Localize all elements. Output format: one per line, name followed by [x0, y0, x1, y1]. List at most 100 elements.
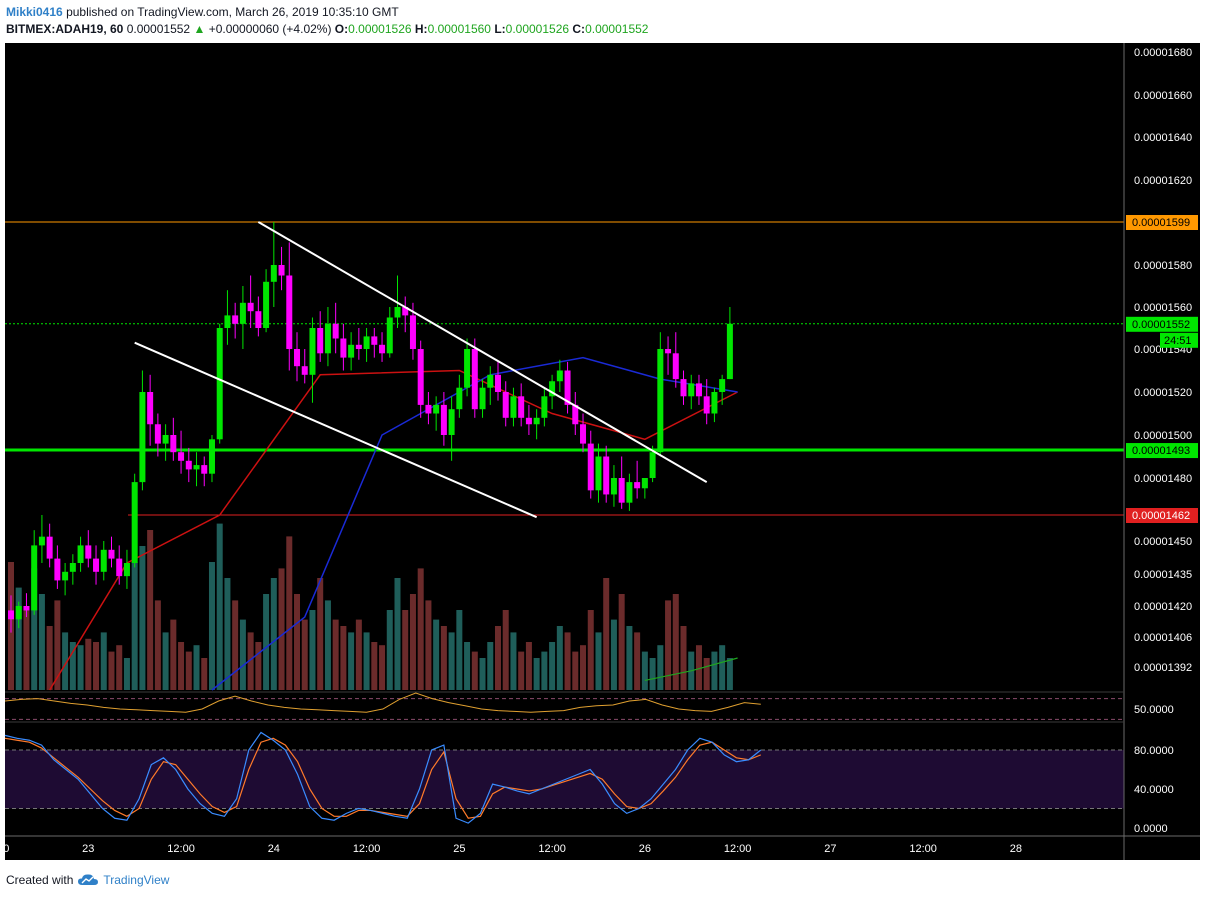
volume-bar: [518, 651, 525, 690]
volume-bar: [116, 645, 123, 690]
candle-body: [247, 302, 254, 312]
candle-body: [703, 396, 710, 414]
volume-bar: [147, 530, 154, 690]
last-price-badge-label: 0.00001552: [1132, 319, 1190, 331]
candle-body: [224, 315, 231, 328]
candle-body: [464, 349, 471, 388]
volume-bar: [162, 632, 169, 690]
candle-body: [123, 563, 130, 577]
last-price: 0.00001552: [126, 22, 191, 36]
ohlc-legend: BITMEX:ADAH19, 60 0.00001552 ▲ +0.000000…: [6, 22, 648, 36]
volume-bar: [131, 562, 138, 690]
symbol-label: BITMEX:ADAH19, 60: [6, 22, 124, 36]
volume-bar: [309, 610, 316, 690]
volume-bar: [38, 594, 45, 690]
time-tick-label: 27: [824, 843, 836, 855]
candle-body: [657, 349, 664, 453]
volume-bar: [719, 645, 726, 690]
volume-bar: [657, 645, 664, 690]
volume-bar: [672, 594, 679, 690]
volume-bar: [239, 619, 246, 690]
candle-body: [131, 482, 138, 563]
volume-bar: [85, 638, 92, 690]
candle-body: [711, 392, 718, 414]
candle-body: [69, 563, 76, 572]
footer: Created with TradingView: [6, 873, 169, 887]
candle-body: [154, 424, 161, 444]
candle-body: [170, 435, 177, 453]
candle-body: [216, 328, 223, 440]
volume-bar: [525, 642, 532, 690]
volume-bar: [100, 632, 107, 690]
volume-bar: [301, 619, 308, 690]
candle-body: [332, 323, 339, 339]
candle-body: [440, 404, 447, 435]
candle-body: [680, 379, 687, 397]
candle-body: [471, 349, 478, 410]
channel-line-0: [257, 221, 708, 483]
tradingview-brand[interactable]: TradingView: [103, 873, 170, 887]
candle-body: [425, 404, 432, 414]
candle-body: [541, 396, 548, 418]
candle-body: [556, 370, 563, 382]
candle-body: [603, 456, 610, 495]
time-tick-label: 23: [82, 843, 94, 855]
time-tick-label: 24: [268, 843, 280, 855]
candle-body: [185, 460, 192, 470]
volume-bar: [46, 626, 53, 690]
volume-bar: [417, 568, 424, 690]
level-badge-label: 0.00001493: [1132, 445, 1190, 457]
candle-body: [85, 545, 92, 559]
change-value: +0.00000060 (+4.02%): [208, 22, 332, 36]
volume-bar: [425, 600, 432, 690]
candle-body: [564, 370, 571, 405]
volume-bar: [402, 610, 409, 690]
volume-bar: [572, 651, 579, 690]
time-tick-label: 12:00: [909, 843, 937, 855]
rsi-tick-label: 50.0000: [1134, 704, 1174, 716]
level-badge-label: 0.00001462: [1132, 510, 1190, 522]
volume-bar: [471, 651, 478, 690]
volume-bar: [386, 610, 393, 690]
candle-body: [270, 265, 277, 282]
time-tick-label: 12:00: [0, 843, 9, 855]
author-name[interactable]: Mikki0416: [6, 5, 63, 19]
candle-body: [162, 435, 169, 444]
volume-bar: [247, 632, 254, 690]
tradingview-cloud-icon: [78, 874, 99, 885]
volume-bar: [394, 578, 401, 690]
candle-body: [409, 315, 416, 349]
volume-bar: [711, 651, 718, 690]
price-tick-label: 0.00001640: [1134, 132, 1192, 144]
candle-body: [417, 349, 424, 405]
volume-bar: [726, 658, 733, 690]
price-tick-label: 0.00001392: [1134, 662, 1192, 674]
volume-bar: [201, 658, 208, 690]
volume-bar: [255, 642, 262, 690]
volume-bar: [15, 587, 22, 690]
candle-body: [201, 465, 208, 474]
candle-body: [510, 396, 517, 418]
created-with-text: Created with: [6, 873, 74, 887]
candle-body: [93, 558, 100, 572]
volume-bar: [626, 626, 633, 690]
volume-bar: [603, 578, 610, 690]
volume-bar: [549, 642, 556, 690]
volume-bar: [178, 642, 185, 690]
candle-body: [255, 311, 262, 328]
countdown-label: 24:51: [1164, 335, 1192, 347]
candle-body: [363, 336, 370, 349]
candle-body: [317, 328, 324, 354]
candle-body: [386, 317, 393, 354]
price-tick-label: 0.00001620: [1134, 175, 1192, 187]
candle-body: [665, 349, 672, 354]
volume-bar: [348, 632, 355, 690]
low-value: 0.00001526: [505, 22, 570, 36]
candle-body: [610, 478, 617, 495]
candle-body: [572, 404, 579, 425]
candle-body: [324, 323, 331, 354]
candle-body: [116, 558, 123, 577]
volume-bar: [332, 619, 339, 690]
volume-bar: [108, 651, 115, 690]
